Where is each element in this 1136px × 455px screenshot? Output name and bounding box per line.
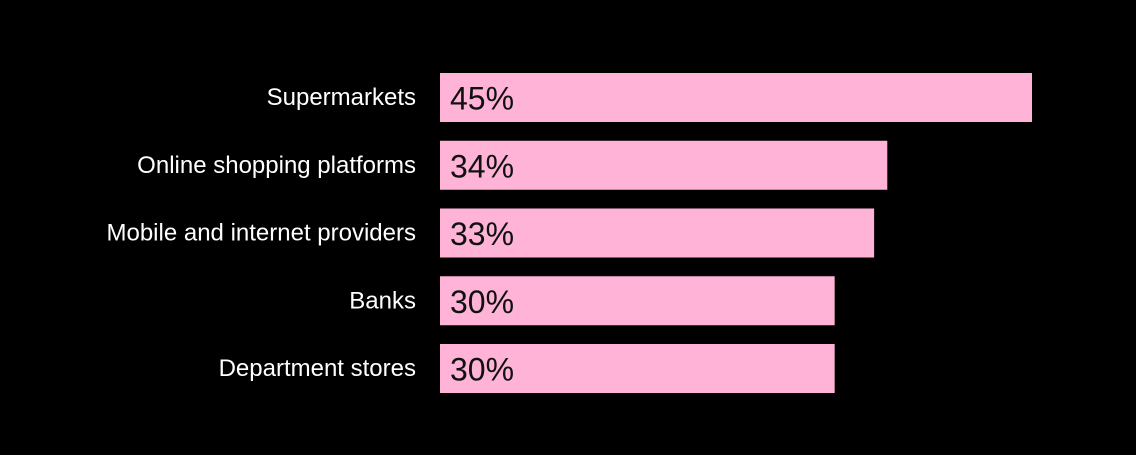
category-label: Mobile and internet providers <box>106 220 416 247</box>
bar <box>440 140 888 190</box>
category-label: Online shopping platforms <box>137 152 416 179</box>
value-label: 30% <box>450 284 514 320</box>
bar <box>440 276 835 326</box>
bar <box>440 344 835 393</box>
bar <box>440 208 875 258</box>
value-label: 30% <box>450 352 514 388</box>
category-label: Department stores <box>219 355 416 382</box>
value-label: 33% <box>450 216 514 252</box>
value-label: 45% <box>450 81 514 117</box>
value-label: 34% <box>450 148 514 184</box>
bar <box>440 73 1032 122</box>
category-label: Supermarkets <box>267 84 416 111</box>
category-label: Banks <box>349 287 416 314</box>
